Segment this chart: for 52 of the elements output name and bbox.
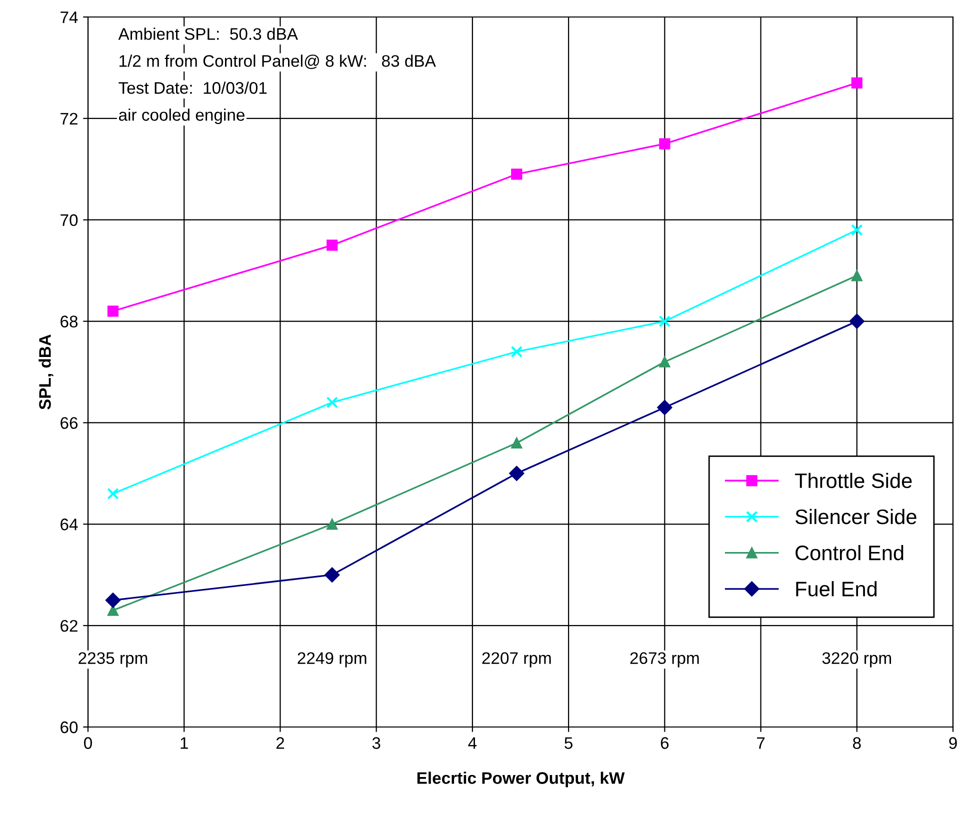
annotation: air cooled engine — [118, 108, 244, 124]
annotation: 2673 rpm — [630, 652, 699, 668]
point — [849, 314, 864, 329]
point — [324, 567, 340, 582]
annotation: 2207 rpm — [482, 652, 551, 668]
point — [511, 168, 522, 180]
annotation: 2249 rpm — [298, 652, 366, 668]
annotation: Test Date: 10/03/01 — [118, 82, 267, 94]
y-tick-label: 66 — [60, 417, 78, 429]
annotation: 2235 rpm — [78, 652, 148, 668]
point — [326, 518, 338, 530]
annotation: 3220 rpm — [822, 652, 891, 668]
point — [510, 346, 523, 358]
x-tick-label: 0 — [84, 737, 92, 749]
x-axis-title: Elecrtic Power Output, kW — [417, 772, 625, 788]
legend-label: Throttle Side — [794, 472, 912, 488]
point — [326, 240, 338, 251]
point — [658, 315, 671, 328]
legend-label: Fuel End — [796, 581, 877, 596]
point — [851, 270, 862, 282]
y-tick-label: 74 — [60, 12, 78, 24]
point — [850, 224, 863, 236]
point — [105, 592, 121, 608]
point — [107, 488, 119, 500]
point — [107, 306, 119, 317]
legend-label: Control End — [796, 545, 904, 560]
point — [511, 437, 522, 449]
x-tick-label: 7 — [757, 737, 765, 749]
legend-label: Silencer Side — [795, 508, 916, 524]
y-tick-label: 68 — [60, 316, 78, 328]
annotation: 1/2 m from Control Panel@ 8 kW: 83 dBA — [120, 54, 436, 70]
annotation: Ambient SPL: 50.3 dBA — [118, 28, 298, 40]
x-tick-label: 3 — [372, 737, 380, 749]
x-tick-label: 4 — [468, 737, 477, 749]
y-tick-label: 70 — [60, 214, 78, 226]
x-tick-label: 6 — [660, 737, 669, 749]
y-tick-label: 62 — [60, 620, 78, 632]
x-tick-label: 5 — [564, 737, 572, 749]
point — [659, 356, 670, 368]
y-tick-label: 64 — [60, 518, 78, 530]
x-tick-label: 8 — [852, 737, 861, 749]
x-tick-label: 9 — [949, 737, 957, 749]
point — [509, 466, 524, 481]
point — [657, 400, 672, 416]
y-tick-label: 72 — [60, 112, 78, 124]
point — [326, 396, 338, 408]
x-tick-label: 2 — [276, 737, 284, 749]
point — [659, 138, 670, 150]
x-tick-label: 1 — [180, 737, 188, 749]
y-axis-title: SPL, dBA — [38, 334, 54, 410]
point — [851, 77, 862, 88]
y-tick-label: 60 — [60, 721, 78, 734]
